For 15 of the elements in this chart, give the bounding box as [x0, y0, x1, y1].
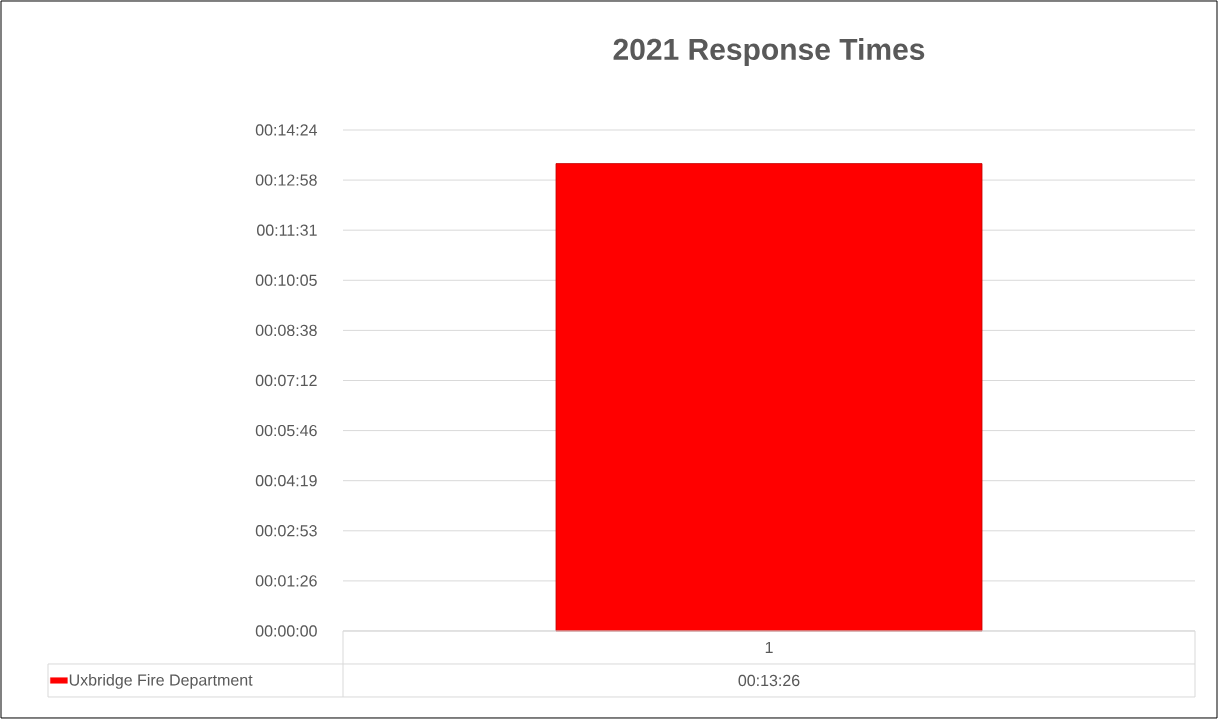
x-tick-label: 1: [765, 641, 773, 653]
y-tick-label: 00:11:31: [257, 224, 317, 236]
chart-title: 2021 Response Times: [613, 38, 925, 66]
y-tick-label: 00:14:24: [255, 124, 318, 136]
y-tick-label: 00:12:58: [255, 174, 317, 186]
y-tick-label: 00:02:53: [255, 525, 317, 537]
y-tick-label: 00:10:05: [255, 274, 317, 286]
y-tick-label: 00:00:00: [255, 625, 317, 637]
y-tick-label: 00:05:46: [255, 424, 317, 437]
y-tick-label: 00:07:12: [255, 374, 317, 387]
y-tick-label: 00:08:38: [255, 324, 317, 337]
y-tick-label: 00:04:19: [255, 475, 317, 487]
data-label: 00:13:26: [738, 674, 800, 687]
y-tick-label: 00:01:26: [255, 575, 317, 587]
legend-label: Uxbridge Fire Department: [69, 673, 253, 689]
